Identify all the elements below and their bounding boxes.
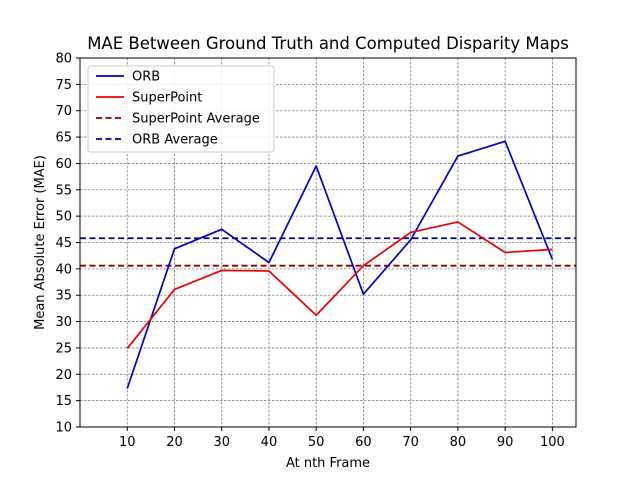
x-tick-label: 20 — [166, 435, 183, 450]
y-tick-label: 35 — [55, 289, 72, 304]
y-tick-label: 10 — [55, 421, 72, 436]
y-tick-label: 55 — [55, 183, 72, 198]
y-axis-ticks: 10 15 20 25 30 35 40 45 50 55 60 65 70 75 80 — [55, 52, 80, 436]
legend-label: SuperPoint Average — [132, 112, 260, 127]
x-tick-label: 40 — [261, 435, 278, 450]
y-tick-label: 15 — [55, 394, 72, 409]
x-tick-label: 50 — [308, 435, 325, 450]
x-tick-label: 100 — [540, 435, 565, 450]
y-tick-label: 45 — [55, 236, 72, 251]
y-tick-label: 75 — [55, 78, 72, 93]
y-tick-label: 20 — [55, 368, 72, 383]
x-tick-label: 90 — [497, 435, 514, 450]
x-tick-label: 70 — [402, 435, 419, 450]
y-tick-label: 50 — [55, 210, 72, 225]
y-tick-label: 80 — [55, 52, 72, 67]
y-tick-label: 60 — [55, 157, 72, 172]
legend-label: ORB Average — [132, 133, 218, 148]
y-axis-label: Mean Absolute Error (MAE) — [33, 155, 48, 330]
chart-title: MAE Between Ground Truth and Computed Di… — [87, 34, 569, 53]
series-lines — [126, 140, 554, 389]
x-axis-label: At nth Frame — [286, 456, 370, 471]
legend-label: SuperPoint — [132, 91, 202, 106]
x-tick-label: 10 — [119, 435, 136, 450]
legend-label: ORB — [132, 70, 160, 85]
x-tick-label: 30 — [213, 435, 230, 450]
y-tick-label: 70 — [55, 104, 72, 119]
x-axis-ticks: 10 20 30 40 50 60 70 80 90 100 — [119, 427, 565, 450]
legend-box — [87, 65, 275, 153]
y-tick-label: 25 — [55, 341, 72, 356]
y-tick-label: 65 — [55, 131, 72, 146]
x-tick-label: 80 — [450, 435, 467, 450]
reference-lines — [80, 237, 576, 267]
legend: ORB SuperPoint SuperPoint Average ORB Avera… — [87, 65, 275, 153]
series-line — [126, 221, 553, 349]
x-tick-label: 60 — [355, 435, 372, 450]
y-tick-label: 40 — [55, 262, 72, 277]
y-tick-label: 30 — [55, 315, 72, 330]
series-line — [126, 140, 554, 389]
